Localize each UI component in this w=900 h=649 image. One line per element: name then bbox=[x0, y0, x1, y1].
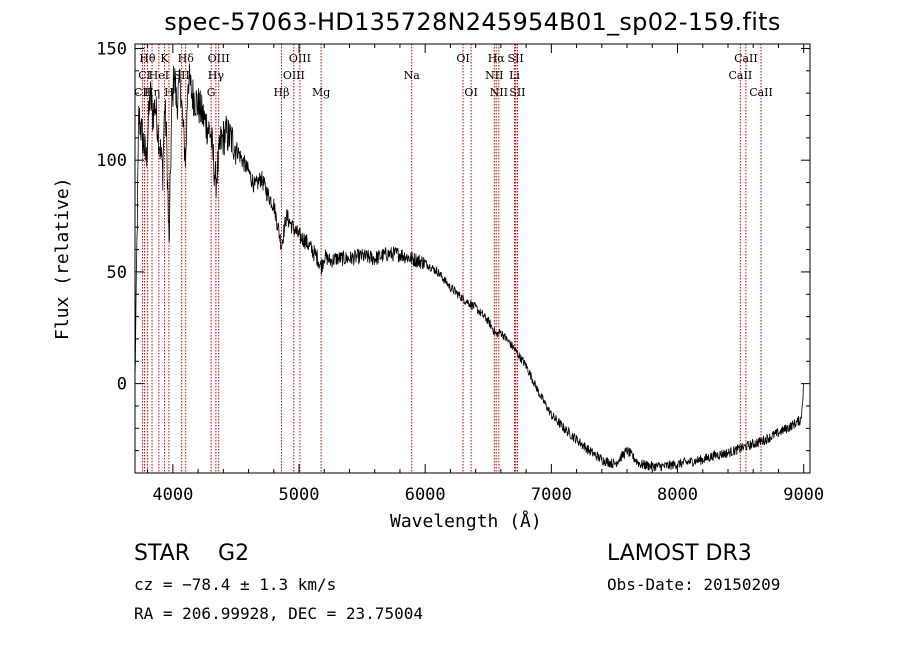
line-label-25: CaII bbox=[734, 52, 758, 65]
line-label-1: CI bbox=[138, 69, 151, 82]
spectrum-line bbox=[134, 63, 805, 472]
line-label-17: OI bbox=[456, 52, 469, 65]
line-label-18: OI bbox=[464, 86, 477, 99]
line-label-13: OIII bbox=[289, 52, 311, 65]
axis-tick-labels: 4000 5000 6000 7000 8000 9000 0 50 100 150 bbox=[96, 39, 824, 505]
line-label-27: CaII bbox=[749, 86, 773, 99]
line-label-11: G bbox=[207, 86, 216, 99]
line-label-7: SII bbox=[174, 69, 190, 82]
line-label-8: Hδ bbox=[178, 52, 195, 65]
line-label-22: SII bbox=[508, 52, 524, 65]
plot-frame bbox=[134, 43, 811, 474]
line-label-3: Hη bbox=[144, 86, 160, 99]
line-label-15: Mg bbox=[312, 86, 330, 99]
line-label-24: SII bbox=[509, 86, 525, 99]
y-axis-label: Flux (relative) bbox=[52, 177, 73, 340]
line-label-9: OIII bbox=[208, 52, 230, 65]
line-label-0: Hθ bbox=[139, 52, 156, 65]
chart-title: spec-57063-HD135728N245954B01_sp02-159.f… bbox=[164, 8, 781, 36]
line-label-19: Hα bbox=[488, 52, 506, 65]
coordinates: RA = 206.99928, DEC = 23.75004 bbox=[134, 604, 423, 623]
line-label-2: CII bbox=[134, 86, 151, 99]
line-label-26: CaII bbox=[729, 69, 753, 82]
line-label-14: OIII bbox=[283, 69, 305, 82]
classification: STAR G2 bbox=[134, 541, 249, 566]
line-label-6: HeI bbox=[149, 69, 169, 82]
y-tick-label-0: 0 bbox=[117, 375, 127, 395]
line-label-4: K bbox=[160, 52, 169, 65]
x-tick-label-3: 7000 bbox=[531, 485, 572, 505]
x-tick-label-1: 5000 bbox=[279, 485, 320, 505]
line-label-5: H bbox=[164, 86, 174, 99]
line-label-16: Na bbox=[404, 69, 421, 82]
line-label-10: Hγ bbox=[208, 69, 225, 82]
x-tick-label-2: 6000 bbox=[405, 485, 446, 505]
x-axis-label: Wavelength (Å) bbox=[390, 511, 542, 532]
x-tick-label-4: 8000 bbox=[657, 485, 698, 505]
y-tick-label-3: 150 bbox=[96, 39, 127, 59]
spectrum-series bbox=[134, 63, 805, 472]
y-tick-label-2: 100 bbox=[96, 151, 127, 171]
x-tick-label-5: 9000 bbox=[783, 485, 824, 505]
object-class: STAR bbox=[134, 541, 191, 566]
x-tick-label-0: 4000 bbox=[152, 485, 193, 505]
spectral-line-markers bbox=[142, 44, 762, 473]
subclass: G2 bbox=[218, 541, 250, 566]
observation-date: Obs-Date: 20150209 bbox=[607, 575, 781, 594]
axis-ticks bbox=[135, 44, 810, 474]
line-label-23: Li bbox=[509, 69, 520, 82]
y-tick-label-1: 50 bbox=[107, 263, 127, 283]
redshift-cz: cz = −78.4 ± 1.3 km/s bbox=[134, 575, 337, 594]
line-label-12: Hβ bbox=[274, 86, 290, 99]
survey-name: LAMOST DR3 bbox=[607, 541, 752, 566]
line-label-20: NII bbox=[485, 69, 503, 82]
line-label-21: NII bbox=[490, 86, 508, 99]
